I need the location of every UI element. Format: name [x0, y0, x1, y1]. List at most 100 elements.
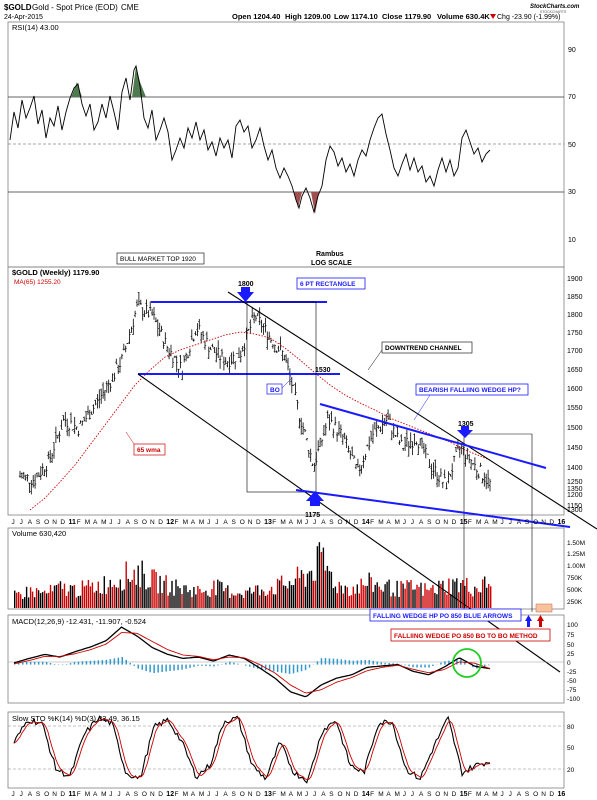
six-pt-rectangle-label: 6 PT RECTANGLE	[300, 281, 356, 288]
open-value: Open 1204.40	[232, 12, 280, 21]
log-scale-label: LOG SCALE	[311, 260, 352, 267]
volume-bar	[257, 585, 259, 608]
volume-bar	[446, 594, 448, 608]
price-tick-label: 1150	[567, 503, 582, 510]
month-tick-label: M	[280, 791, 285, 798]
macd-histogram-bar	[344, 659, 347, 665]
volume-bar	[476, 588, 478, 608]
volume-bar	[249, 587, 251, 608]
volume-bar	[215, 595, 217, 608]
volume-bar	[153, 569, 155, 608]
volume-bar	[358, 593, 360, 608]
year-tick-label: 16	[558, 791, 566, 798]
price-tick-label: 1650	[567, 367, 583, 374]
volume-bar	[173, 595, 175, 608]
month-tick-label: S	[36, 519, 41, 526]
month-tick-label: N	[248, 791, 253, 798]
macd-histogram-bar	[145, 664, 147, 672]
macd-histogram-bar	[197, 664, 199, 666]
macd-histogram-bar	[424, 664, 426, 668]
volume-tick-label: 1.25M	[567, 551, 585, 558]
month-tick-label: M	[492, 519, 497, 526]
macd-histogram-bar	[412, 664, 414, 668]
volume-bar	[109, 579, 111, 608]
volume-bar	[259, 595, 261, 608]
volume-bar	[165, 575, 167, 608]
month-tick-label: J	[509, 791, 512, 798]
month-tick-label: J	[215, 519, 218, 526]
month-tick-label: M	[183, 519, 188, 526]
volume-bar	[139, 587, 141, 608]
macd-histogram-bar	[181, 664, 183, 670]
label-1175: 1175	[305, 512, 320, 519]
volume-bar	[63, 583, 66, 608]
year-tick-label: 16	[558, 519, 566, 526]
volume-bar	[201, 592, 203, 608]
macd-histogram-bar	[45, 662, 48, 665]
month-tick-label: M	[280, 519, 285, 526]
macd-histogram-bar	[364, 660, 366, 665]
macd-histogram-bar	[440, 662, 442, 665]
volume-bar	[458, 592, 460, 608]
month-tick-label: O	[533, 519, 538, 526]
volume-bar	[394, 596, 396, 608]
volume-bar	[183, 585, 185, 608]
volume-bar	[211, 589, 213, 608]
rsi-tick-label: 50	[568, 142, 576, 149]
month-tick-label: J	[403, 519, 406, 526]
volume-tick-label: 1.50M	[567, 540, 585, 547]
month-tick-label: F	[370, 519, 374, 526]
volume-bar	[37, 590, 40, 608]
macd-histogram-bar	[117, 657, 120, 665]
volume-bar	[330, 571, 333, 608]
volume-bar	[294, 578, 297, 608]
volume-bar	[306, 573, 309, 608]
volume-bar	[219, 581, 221, 608]
volume-bar	[272, 594, 275, 608]
month-tick-label: M	[85, 519, 90, 526]
volume-bar	[227, 585, 229, 608]
macd-histogram-bar	[25, 662, 28, 665]
volume-bar	[368, 572, 370, 608]
wedge-box	[415, 383, 529, 396]
macd-histogram-bar	[276, 664, 279, 672]
volume-bar	[243, 598, 245, 608]
price-tick-label: 1450	[567, 445, 583, 452]
volume-bar	[35, 588, 38, 608]
wma-box	[133, 443, 166, 456]
month-tick-label: F	[272, 791, 276, 798]
volume-bar	[276, 578, 279, 608]
macd-histogram-bar	[296, 664, 299, 673]
month-tick-label: A	[386, 791, 391, 798]
month-tick-label: S	[134, 791, 139, 798]
volume-bar	[209, 596, 211, 608]
year-tick-label: 11	[69, 519, 77, 526]
macd-histogram-bar	[280, 664, 283, 673]
macd-histogram-bar	[416, 664, 418, 668]
volume-bar	[408, 582, 410, 608]
volume-bar	[131, 579, 133, 608]
volume-bar	[472, 596, 474, 608]
month-tick-label: J	[313, 791, 316, 798]
macd-histogram-bar	[109, 659, 112, 665]
volume-bar	[181, 594, 183, 608]
volume-bar	[338, 581, 340, 608]
macd-histogram-bar	[149, 664, 151, 673]
volume-bar	[270, 586, 273, 608]
month-tick-label: F	[175, 791, 179, 798]
volume-bar	[73, 584, 76, 608]
month-tick-label: F	[175, 519, 179, 526]
volume-bar	[350, 595, 352, 608]
month-tick-label: M	[101, 791, 106, 798]
volume-bar	[308, 571, 311, 608]
macd-histogram-bar	[352, 660, 355, 665]
month-tick-label: J	[12, 519, 15, 526]
month-tick-label: J	[20, 791, 23, 798]
rsi-tick-label: 90	[568, 47, 576, 54]
macd-histogram-bar	[360, 660, 362, 665]
volume-bar	[25, 586, 28, 608]
volume-bar	[444, 592, 446, 608]
volume-bar	[203, 592, 205, 608]
volume-bar	[105, 594, 107, 608]
macd-histogram-bar	[105, 659, 108, 665]
